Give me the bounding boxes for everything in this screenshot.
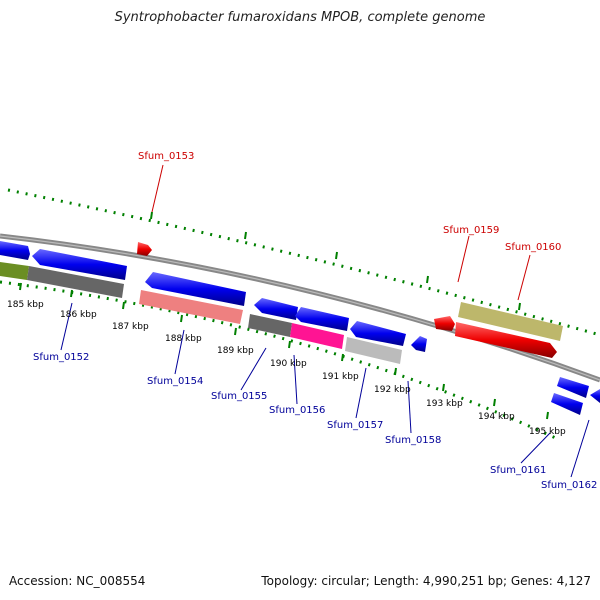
- gene-arrow-blue[interactable]: [254, 298, 298, 320]
- tick-label: 188 kbp: [165, 334, 202, 344]
- gene-arrow-blue[interactable]: [590, 389, 600, 403]
- gene-bar-salmon[interactable]: [139, 290, 243, 324]
- tick-label: 187 kbp: [112, 322, 149, 332]
- gene-label-sfum-0158[interactable]: Sfum_0158: [385, 435, 441, 446]
- inner-major-ticks: [19, 282, 549, 420]
- tick-label: 192 kbp: [374, 385, 411, 395]
- gene-label-sfum-0154[interactable]: Sfum_0154: [147, 376, 203, 387]
- gene-arrow-blue[interactable]: [0, 241, 30, 260]
- gene-label-sfum-0152[interactable]: Sfum_0152: [33, 352, 89, 363]
- tick-label: 194 kbp: [478, 412, 515, 422]
- tick-label: 185 kbp: [7, 300, 44, 310]
- outer-major-ticks: [150, 211, 521, 311]
- gene-arrow-blue[interactable]: [551, 393, 583, 415]
- gene-bar-magenta[interactable]: [290, 323, 344, 349]
- gene-label-sfum-0161[interactable]: Sfum_0161: [490, 465, 546, 476]
- gene-bar-khaki[interactable]: [458, 302, 563, 341]
- gene-arrow-blue[interactable]: [32, 249, 127, 280]
- topology-text: Topology: circular; Length: 4,990,251 bp…: [261, 574, 591, 588]
- gene-label-sfum-0156[interactable]: Sfum_0156: [269, 405, 325, 416]
- gene-bar-green[interactable]: [0, 262, 29, 280]
- gene-arrow-blue[interactable]: [557, 377, 589, 398]
- gene-arrow-red[interactable]: [137, 242, 152, 256]
- gene-arrow-blue[interactable]: [350, 321, 406, 346]
- gene-bar-darkgray[interactable]: [27, 266, 124, 298]
- leader-lines: [60, 164, 590, 478]
- tick-labels: 185 kbp 186 kbp 187 kbp 188 kbp 189 kbp …: [7, 300, 566, 437]
- gene-arrow-red[interactable]: [434, 316, 455, 331]
- gene-label-sfum-0160[interactable]: Sfum_0160: [505, 242, 561, 253]
- gene-labels: Sfum_0153 Sfum_0159 Sfum_0160 Sfum_0152 …: [33, 151, 597, 491]
- gene-arrow-blue[interactable]: [411, 336, 427, 352]
- tick-label: 195 kbp: [529, 427, 566, 437]
- gene-label-sfum-0159[interactable]: Sfum_0159: [443, 225, 499, 236]
- gene-arrow-blue[interactable]: [145, 272, 246, 306]
- tick-label: 193 kbp: [426, 399, 463, 409]
- map-title: Syntrophobacter fumaroxidans MPOB, compl…: [114, 10, 486, 25]
- outer-dotted-ring: [7, 188, 600, 337]
- tick-label: 189 kbp: [217, 346, 254, 356]
- gene-arrow-blue[interactable]: [295, 307, 349, 331]
- tick-label: 186 kbp: [60, 310, 97, 320]
- gene-bar-lightgray[interactable]: [345, 337, 402, 364]
- gene-label-sfum-0157[interactable]: Sfum_0157: [327, 420, 383, 431]
- tick-label: 191 kbp: [322, 372, 359, 382]
- gene-label-sfum-0153[interactable]: Sfum_0153: [138, 151, 194, 162]
- accession-text: Accession: NC_008554: [9, 574, 146, 588]
- tick-label: 190 kbp: [270, 359, 307, 369]
- gene-arrow-red[interactable]: [455, 322, 557, 358]
- gene-bar-darkgray[interactable]: [248, 314, 292, 337]
- backbone-highlight: [0, 235, 600, 381]
- gene-label-sfum-0155[interactable]: Sfum_0155: [211, 391, 267, 402]
- gene-label-sfum-0162[interactable]: Sfum_0162: [541, 480, 597, 491]
